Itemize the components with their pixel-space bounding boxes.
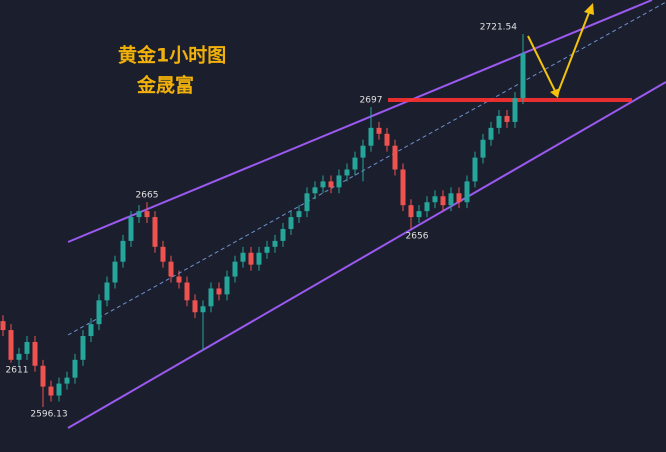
- candle-body: [280, 228, 286, 241]
- candle-body: [16, 353, 22, 360]
- candle-body: [416, 211, 422, 218]
- candle-body: [408, 205, 414, 218]
- candle-body: [288, 217, 294, 229]
- candle-body: [208, 288, 214, 307]
- candle-body: [368, 127, 374, 146]
- candle-body: [96, 300, 102, 325]
- candle-body: [184, 282, 190, 301]
- chart-subtitle: 金晟富: [136, 74, 194, 97]
- candle-body: [8, 330, 14, 360]
- candle-body: [448, 193, 454, 206]
- candle-body: [504, 115, 510, 122]
- candle-body: [304, 193, 310, 212]
- candle-body: [392, 145, 398, 170]
- candle-body: [120, 240, 126, 262]
- candle-body: [128, 217, 134, 241]
- candle-body: [88, 324, 94, 337]
- candle-body: [424, 202, 430, 212]
- candle-body: [112, 261, 118, 283]
- candle-body: [456, 193, 462, 203]
- candle-body: [160, 246, 166, 262]
- candle-body: [264, 246, 270, 253]
- candle-body: [0, 321, 6, 331]
- candle-body: [200, 306, 206, 313]
- candle-body: [352, 157, 358, 170]
- candle-body: [480, 139, 486, 158]
- candle-body: [216, 288, 222, 295]
- candle-body: [488, 127, 494, 140]
- price-label: 2656: [406, 231, 429, 241]
- candle-body: [472, 157, 478, 182]
- price-label: 2721.54: [480, 23, 517, 33]
- candle-body: [440, 196, 446, 206]
- candle-body: [320, 181, 326, 188]
- candle-body: [464, 181, 470, 203]
- candles: [0, 34, 526, 408]
- candle-body: [232, 261, 238, 277]
- candle-body: [72, 359, 78, 378]
- candle-body: [176, 276, 182, 283]
- candle-body: [40, 365, 46, 387]
- price-label: 2596.13: [30, 410, 67, 420]
- candle-body: [248, 252, 254, 265]
- arrow-head: [550, 88, 560, 98]
- candle-body: [344, 169, 350, 176]
- candle-body: [496, 115, 502, 128]
- candle-body: [432, 196, 438, 203]
- channel-upper: [67, 0, 653, 243]
- candle-body: [384, 133, 390, 146]
- candle-body: [152, 217, 158, 247]
- candle-body: [48, 386, 54, 396]
- candle-body: [336, 175, 342, 188]
- candle-body: [272, 240, 278, 247]
- candle-body: [64, 377, 70, 384]
- candle-body: [104, 282, 110, 301]
- price-label: 2611: [6, 365, 29, 375]
- candle-body: [360, 145, 366, 158]
- candle-body: [240, 252, 246, 262]
- candle-body: [328, 181, 334, 188]
- candle-body: [24, 341, 30, 354]
- candle-body: [520, 53, 526, 99]
- candle-body: [256, 252, 262, 265]
- candle-body: [168, 261, 174, 277]
- candle-body: [376, 127, 382, 134]
- channel-lower: [67, 81, 666, 429]
- candle-body: [56, 383, 62, 396]
- price-label: 2697: [360, 96, 383, 106]
- candle-body: [296, 211, 302, 218]
- channel-mid: [67, 1, 666, 336]
- candle-body: [192, 300, 198, 313]
- candle-body: [400, 169, 406, 206]
- price-label: 2665: [136, 191, 159, 201]
- candle-body: [224, 276, 230, 295]
- candle-body: [312, 187, 318, 194]
- candle-body: [144, 211, 150, 218]
- candle-body: [136, 211, 142, 218]
- candle-body: [32, 341, 38, 366]
- chart-title: 黄金1小时图: [118, 44, 226, 67]
- candle-body: [512, 98, 518, 122]
- candle-body: [80, 336, 86, 360]
- arrow-head: [584, 3, 594, 15]
